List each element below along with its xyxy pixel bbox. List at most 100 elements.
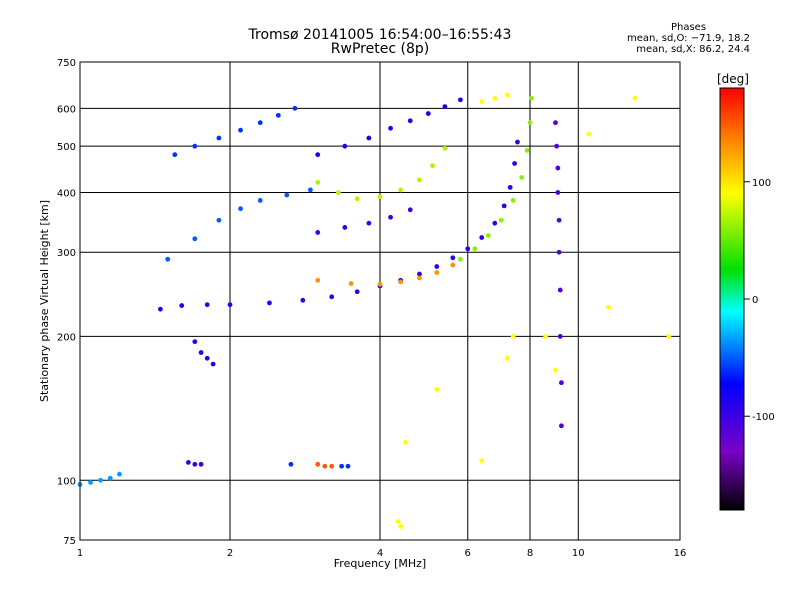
x-axis-ticks: 1 2 4 6 8 10 16: [77, 548, 687, 559]
data-point: [238, 127, 243, 133]
data-point: [555, 190, 561, 195]
y-axis-label: Stationary phase Virtual Height [km]: [38, 200, 51, 402]
data-point: [198, 461, 204, 467]
x-tick-label: 4: [377, 548, 383, 559]
data-point: [559, 423, 564, 429]
y-tick-label: 300: [57, 248, 76, 259]
data-point: [216, 135, 222, 141]
phase-stats-x: mean, sd,X: 86.2, 24.4: [636, 44, 750, 55]
data-point: [458, 97, 463, 103]
data-point: [407, 207, 413, 213]
colorbar-tick-label: -100: [752, 412, 775, 423]
data-point: [398, 279, 404, 285]
data-point: [257, 198, 263, 203]
data-point: [557, 333, 563, 339]
data-point: [417, 271, 422, 277]
data-point: [504, 355, 510, 361]
data-point: [179, 303, 185, 308]
data-point: [430, 163, 435, 169]
data-point: [354, 196, 360, 202]
y-tick-label: 750: [57, 58, 76, 69]
data-point: [158, 306, 163, 312]
data-point: [315, 152, 321, 158]
data-point: [485, 233, 491, 238]
data-point: [501, 203, 507, 209]
data-point: [348, 281, 354, 286]
colorbar-tick-label: 100: [752, 178, 771, 189]
data-point: [510, 198, 516, 203]
data-point: [510, 333, 516, 339]
chart-subtitle: RwPretec (8p): [330, 41, 430, 57]
data-point: [267, 300, 272, 306]
data-point: [308, 187, 313, 193]
data-point: [515, 139, 520, 145]
data-point: [543, 333, 549, 339]
x-tick-label: 6: [465, 548, 471, 559]
data-point: [88, 479, 93, 485]
x-tick-label: 10: [572, 548, 585, 559]
data-point: [417, 177, 422, 183]
grid-lines: [80, 62, 680, 540]
data-point: [329, 294, 335, 300]
data-point: [192, 339, 198, 345]
data-point: [553, 367, 558, 373]
data-point: [377, 281, 383, 287]
y-tick-label: 400: [57, 188, 76, 199]
colorbar: [719, 87, 745, 511]
data-point: [407, 118, 413, 124]
data-point: [342, 143, 348, 149]
data-point: [398, 187, 404, 193]
data-point: [345, 463, 351, 469]
data-point: [492, 95, 498, 101]
data-point: [586, 131, 592, 137]
y-axis-ticks: 75 100 200 300 400 500 600 750: [57, 58, 76, 547]
data-point: [388, 214, 393, 220]
data-point: [519, 175, 525, 180]
data-point: [98, 477, 104, 483]
x-tick-label: 16: [674, 548, 687, 559]
phase-stats-header: Phases: [670, 22, 707, 33]
data-point: [524, 147, 530, 153]
data-point: [257, 120, 263, 126]
chart-title: Tromsø 20141005 16:54:00–16:55:43: [248, 27, 512, 43]
data-point: [339, 463, 345, 469]
data-point: [425, 111, 431, 116]
data-point: [450, 255, 456, 261]
x-axis-label: Frequency [MHz]: [334, 557, 426, 570]
data-point: [107, 475, 113, 481]
data-point: [556, 249, 562, 255]
data-point: [398, 524, 404, 530]
phase-stats: Phases mean, sd,O: −71.9, 18.2 mean, sd,…: [627, 22, 750, 55]
data-point: [322, 463, 328, 469]
data-point: [329, 463, 335, 469]
data-point: [554, 143, 560, 149]
y-tick-label: 600: [57, 104, 76, 115]
data-point: [388, 125, 393, 131]
data-point: [553, 120, 558, 126]
data-point: [288, 461, 294, 467]
data-point: [192, 236, 198, 242]
data-point: [292, 105, 298, 111]
colorbar-label: [deg]: [717, 72, 749, 86]
data-point: [315, 461, 321, 467]
data-point: [238, 206, 243, 212]
plot-frame: [79, 61, 681, 541]
data-point: [172, 152, 178, 158]
data-point: [204, 302, 210, 308]
data-point: [555, 165, 561, 171]
data-point: [192, 461, 198, 467]
data-point: [284, 192, 290, 198]
data-point: [366, 135, 372, 141]
data-point: [395, 519, 401, 524]
data-point: [458, 256, 463, 262]
data-point: [315, 179, 321, 185]
data-point: [442, 104, 448, 110]
data-point: [442, 145, 448, 151]
data-point: [479, 235, 485, 240]
data-point: [300, 297, 306, 303]
colorbar-ticks: 100 0 -100: [744, 178, 775, 423]
data-point: [434, 386, 440, 392]
data-point: [377, 194, 383, 200]
data-point: [479, 458, 485, 463]
data-point: [403, 440, 408, 445]
